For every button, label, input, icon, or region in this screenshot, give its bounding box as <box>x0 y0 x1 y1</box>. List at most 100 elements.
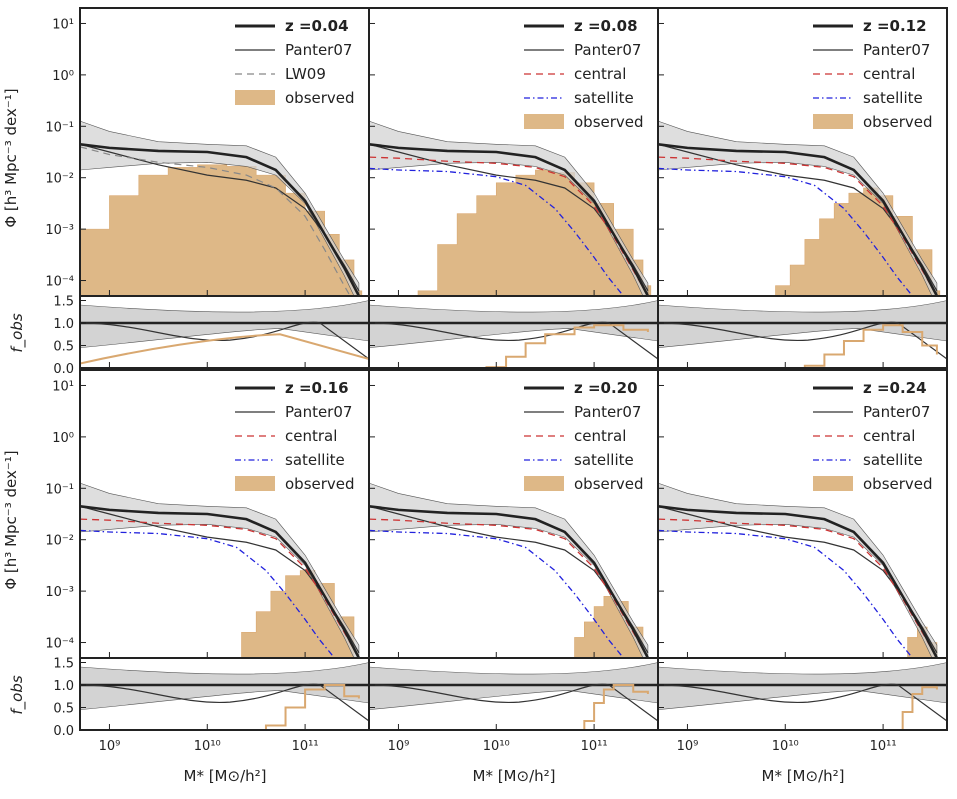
y-tick-label: 10⁰ <box>52 431 74 446</box>
legend-label: observed <box>863 475 933 493</box>
lw09-line <box>80 146 351 296</box>
legend-label: satellite <box>863 89 923 107</box>
fobs-tick-label: 0.0 <box>53 724 74 739</box>
legend-label: observed <box>574 113 644 131</box>
model-uncertainty-band <box>658 120 938 296</box>
fobs-tick-label: 0.5 <box>53 340 74 355</box>
legend-swatch-observed <box>813 476 853 491</box>
fobs-panter07-line <box>658 683 947 722</box>
y-tick-label: 10⁻³ <box>45 585 74 600</box>
x-tick-label: 10¹¹ <box>870 739 897 754</box>
model-line <box>369 142 650 296</box>
y-label-upper-top: Φ [h³ Mpc⁻³ dex⁻¹] <box>2 88 20 227</box>
panel-grid: 10⁻⁴ 10⁻³ 10⁻² 10⁻¹ 10⁰ 10¹ 0.0 0.5 1.0 1.5 z =0.0… <box>45 7 948 754</box>
x-label-col3: M* [M⊙/h²] <box>762 767 845 785</box>
fobs-panter07-line <box>658 321 947 360</box>
legend-label: Panter07 <box>574 403 641 421</box>
legend-label: z =0.08 <box>574 17 638 35</box>
lower-plot-area <box>369 300 658 368</box>
upper-plot-area <box>369 482 650 658</box>
panel-4: 10⁻⁴ 10⁻³ 10⁻² 10⁻¹ 10⁰ 10¹ 0.0 0.5 1.0 1.5 10⁹ 10¹… <box>45 369 370 754</box>
model-uncertainty-band <box>369 120 649 296</box>
legend-label: central <box>285 427 337 445</box>
lower-frame <box>657 657 948 731</box>
upper-plot-area <box>658 482 939 658</box>
legend-swatch-observed <box>524 114 564 129</box>
y-label-lower-bottom: f_obs <box>8 675 27 714</box>
legend-label: satellite <box>574 451 634 469</box>
satellite-line <box>369 167 624 296</box>
legend-label: Panter07 <box>574 41 641 59</box>
model-line <box>658 142 939 296</box>
model-uncertainty-band <box>80 482 360 658</box>
legend-label: Panter07 <box>863 403 930 421</box>
y-tick-label: 10¹ <box>52 17 74 32</box>
legend-label: z =0.24 <box>863 379 927 397</box>
y-tick-label: 10⁻¹ <box>45 120 74 135</box>
satellite-line <box>658 167 913 296</box>
fobs-observed-line <box>80 333 369 365</box>
legend-label: z =0.16 <box>285 379 349 397</box>
y-tick-label: 10⁻³ <box>45 223 74 238</box>
legend-label: z =0.20 <box>574 379 638 397</box>
legend-label: central <box>863 65 915 83</box>
fobs-tick-label: 0.5 <box>53 702 74 717</box>
legend-label: observed <box>285 475 355 493</box>
fobs-observed-line <box>369 684 649 730</box>
fobs-panter07-line <box>369 321 658 360</box>
y-tick-label: 10⁻¹ <box>45 482 74 497</box>
legend-label: LW09 <box>285 65 326 83</box>
observed-histogram <box>80 164 363 296</box>
fobs-panter07-line <box>369 683 658 722</box>
legend-swatch-observed <box>524 476 564 491</box>
y-tick-label: 10⁻² <box>45 534 74 549</box>
legend-label: observed <box>285 89 355 107</box>
legend-label: satellite <box>285 451 345 469</box>
lower-plot-area <box>658 662 947 730</box>
legend-label: satellite <box>863 451 923 469</box>
x-tick-label: 10⁹ <box>677 739 699 754</box>
lower-frame <box>657 295 948 369</box>
x-tick-label: 10¹¹ <box>581 739 608 754</box>
lower-plot-area <box>369 662 658 730</box>
satellite-line <box>369 529 624 658</box>
fobs-tick-label: 1.5 <box>53 657 74 672</box>
fobs-tick-label: 0.0 <box>53 362 74 377</box>
x-tick-label: 10¹⁰ <box>772 739 799 754</box>
fobs-panter07-line <box>80 321 369 360</box>
x-tick-label: 10⁹ <box>99 739 121 754</box>
fobs-panter07-line <box>80 683 369 722</box>
observed-histogram <box>226 570 363 658</box>
legend-label: Panter07 <box>863 41 930 59</box>
model-line <box>80 504 361 658</box>
x-tick-label: 10¹⁰ <box>483 739 510 754</box>
legend-label: z =0.12 <box>863 17 927 35</box>
legend-swatch-observed <box>235 90 275 105</box>
satellite-line <box>658 529 913 658</box>
fobs-tick-label: 1.5 <box>53 295 74 310</box>
panel-6: 10⁹ 10¹⁰ 10¹¹ z =0.24 Panter07 central satelli… <box>657 369 948 754</box>
y-tick-label: 10¹ <box>52 379 74 394</box>
upper-plot-area <box>658 120 941 296</box>
model-uncertainty-band <box>80 120 360 296</box>
x-label-col1: M* [M⊙/h²] <box>184 767 267 785</box>
legend-label: observed <box>574 475 644 493</box>
legend-label: Panter07 <box>285 403 352 421</box>
upper-plot-area <box>369 120 652 296</box>
model-uncertainty-band <box>658 482 938 658</box>
model-line <box>80 142 361 296</box>
lower-plot-area <box>80 662 369 730</box>
panel-5: 10⁹ 10¹⁰ 10¹¹ z =0.20 Panter07 central satelli… <box>368 369 659 754</box>
legend-swatch-observed <box>813 114 853 129</box>
legend-label: satellite <box>574 89 634 107</box>
fobs-observed-line <box>658 324 938 368</box>
x-tick-label: 10⁹ <box>388 739 410 754</box>
axis-labels: Φ [h³ Mpc⁻³ dex⁻¹] Φ [h³ Mpc⁻³ dex⁻¹] f_… <box>2 88 845 785</box>
y-label-upper-bottom: Φ [h³ Mpc⁻³ dex⁻¹] <box>2 450 20 589</box>
panel-2: z =0.08 Panter07 central satellite observed <box>368 7 659 369</box>
y-tick-label: 10⁰ <box>52 69 74 84</box>
lower-plot-area <box>80 300 369 365</box>
observed-histogram <box>775 187 941 296</box>
panel-1: 10⁻⁴ 10⁻³ 10⁻² 10⁻¹ 10⁰ 10¹ 0.0 0.5 1.0 1.5 z =0.0… <box>45 7 370 377</box>
